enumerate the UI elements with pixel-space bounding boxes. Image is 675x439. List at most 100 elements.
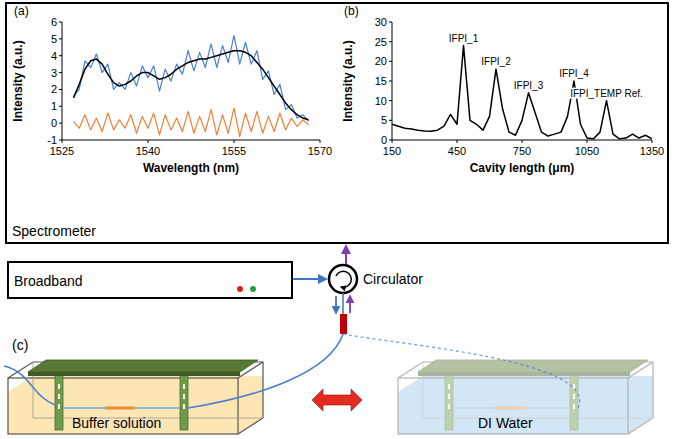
x-tick-label: 1570	[308, 145, 332, 157]
y-tick-label: 20	[375, 55, 387, 67]
plot-lines	[392, 46, 652, 139]
y-tick	[389, 41, 392, 42]
annotation: IFPI_1	[449, 33, 479, 44]
y-tick	[59, 89, 62, 90]
series-line	[392, 46, 652, 139]
arrow-up	[349, 296, 351, 313]
tank-label: DI Water	[478, 415, 533, 431]
y-tick-label: 2	[51, 83, 57, 95]
led-green	[250, 286, 256, 292]
source-label: Broadband	[14, 273, 83, 289]
y-tick	[389, 100, 392, 101]
fiber-to-right-tank	[343, 334, 580, 408]
label-patch	[480, 56, 512, 67]
y-tick	[59, 123, 62, 124]
x-tick-label: 1525	[50, 145, 74, 157]
fiber-in-tank	[453, 407, 570, 409]
label-patch	[513, 80, 545, 91]
label-patch	[569, 88, 644, 99]
source-box	[8, 262, 292, 298]
support-hole	[573, 384, 575, 389]
y-tick	[389, 120, 392, 121]
x-axis	[62, 140, 320, 141]
y-tick-label: 30	[375, 16, 387, 28]
series-line	[73, 51, 308, 120]
x-tick	[587, 140, 588, 143]
x-axis-title: Wavelength (nm)	[143, 161, 239, 175]
connector	[340, 314, 347, 334]
x-tick	[62, 140, 63, 143]
figure: -101234561525154015551570Wavelength (nm)…	[0, 0, 675, 439]
y-tick-label: 1	[51, 100, 57, 112]
x-tick	[522, 140, 523, 143]
y-tick-label: 25	[375, 36, 387, 48]
x-tick-label: 750	[513, 145, 531, 157]
annotation: IFPI_3	[514, 80, 544, 91]
annotation: IFPI_TEMP Ref.	[570, 88, 643, 99]
x-tick	[234, 140, 235, 143]
support-hole	[183, 404, 185, 409]
support-hole	[58, 384, 60, 389]
frame-label: Spectrometer	[12, 223, 96, 239]
x-tick-label: 1350	[640, 145, 664, 157]
x-tick-label: 450	[448, 145, 466, 157]
y-tick	[389, 22, 392, 23]
tank-front	[398, 378, 628, 434]
arrow-down	[335, 296, 337, 313]
support-hole	[183, 394, 185, 399]
sensor	[495, 407, 525, 410]
y-tick-label: 6	[51, 16, 57, 28]
chart-panel: -101234561525154015551570Wavelength (nm)…	[11, 4, 332, 175]
fiber-out	[4, 366, 55, 405]
series-line	[73, 35, 308, 121]
support	[55, 372, 63, 430]
label-patch	[448, 33, 480, 44]
y-tick	[59, 72, 62, 73]
annotation: IFPI_2	[481, 56, 511, 67]
support-hole	[58, 394, 60, 399]
tank-back	[8, 362, 263, 434]
y-tick	[59, 55, 62, 56]
y-tick	[59, 106, 62, 107]
y-axis-title: Intensity (a.u.)	[341, 40, 355, 121]
tank-label: Buffer solution	[72, 415, 161, 431]
support-hole	[448, 384, 450, 389]
support-hole	[573, 404, 575, 409]
y-tick	[389, 61, 392, 62]
support-hole	[183, 384, 185, 389]
y-tick-label: 10	[375, 95, 387, 107]
x-tick	[148, 140, 149, 143]
support-hole	[448, 404, 450, 409]
y-tick-label: 5	[381, 114, 387, 126]
spectrometer-frame	[6, 3, 668, 243]
exchange-arrow	[312, 389, 362, 411]
plate-front	[28, 372, 240, 376]
fiber-lead	[342, 293, 344, 314]
tank-back	[398, 362, 653, 434]
circulator-label: Circulator	[363, 271, 423, 287]
left-tank	[8, 360, 263, 434]
arrow-source	[293, 278, 326, 280]
panel-label: (b)	[344, 4, 359, 18]
x-tick	[392, 140, 393, 143]
x-tick-label: 1540	[136, 145, 160, 157]
arrow-to-spectrometer	[345, 246, 347, 264]
y-tick	[389, 81, 392, 82]
plate-front	[418, 372, 630, 376]
liquid-front	[398, 392, 628, 434]
y-tick-label: 5	[51, 33, 57, 45]
series-line	[73, 108, 308, 137]
y-axis-title: Intensity (a.u.)	[11, 40, 25, 121]
circulator-arrow	[336, 271, 351, 287]
x-tick	[652, 140, 653, 143]
sensor	[105, 407, 135, 410]
annotation: IFPI_4	[559, 68, 589, 79]
y-tick-label: 0	[51, 117, 57, 129]
y-tick-label: 15	[375, 75, 387, 87]
x-tick-label: 1555	[222, 145, 246, 157]
right-tank	[398, 360, 653, 434]
y-tick-label: 3	[51, 67, 57, 79]
plate-top	[418, 360, 648, 372]
panel-label: (a)	[14, 4, 29, 18]
support	[570, 372, 578, 430]
